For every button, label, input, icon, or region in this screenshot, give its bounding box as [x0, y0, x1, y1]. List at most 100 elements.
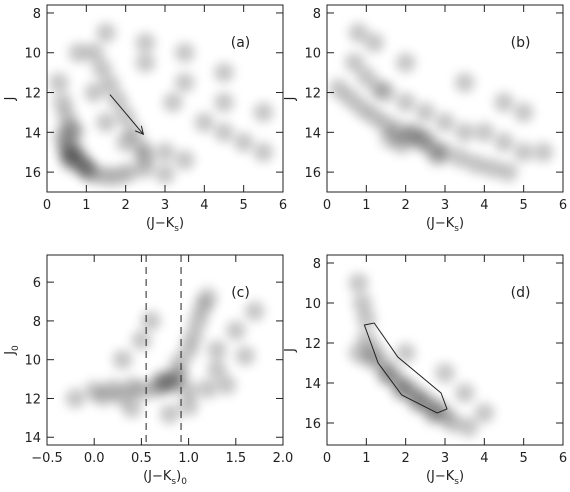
point	[458, 417, 479, 437]
point	[174, 150, 195, 171]
y-tick-label: 16	[304, 166, 321, 181]
point	[364, 32, 385, 53]
x-tick-label: 0	[43, 198, 51, 213]
x-tick-label: 2	[402, 198, 410, 213]
x-axis-label-part: s	[174, 224, 179, 234]
points	[65, 287, 265, 424]
y-tick-label: 14	[24, 126, 41, 141]
y-tick-label: 10	[24, 47, 41, 62]
point	[356, 309, 377, 329]
y-tick-label: 8	[313, 7, 321, 22]
point	[233, 132, 254, 153]
x-tick-label: 1	[362, 198, 370, 213]
y-axis-label-part: 0	[11, 345, 21, 351]
point	[533, 142, 554, 163]
point	[482, 158, 503, 179]
point	[174, 72, 195, 93]
x-tick-label: 6	[279, 198, 287, 213]
x-tick-label: −0.5	[31, 451, 63, 466]
point	[235, 345, 256, 366]
point	[197, 378, 218, 399]
point	[348, 22, 369, 43]
point	[135, 32, 156, 53]
point	[121, 398, 142, 419]
x-axis-label-part: (J−K	[143, 469, 172, 484]
point	[427, 146, 448, 167]
point	[48, 72, 69, 93]
point	[395, 52, 416, 73]
x-tick-label: 3	[441, 198, 449, 213]
x-tick-label: 0	[323, 451, 331, 466]
point	[65, 388, 86, 409]
point	[162, 92, 183, 113]
point	[119, 162, 140, 183]
point	[454, 72, 475, 93]
point	[112, 349, 133, 370]
plot-frame	[46, 254, 284, 446]
y-axis-label-part: J	[3, 351, 18, 356]
y-axis-label-part: J	[3, 97, 18, 102]
point	[450, 148, 471, 169]
point	[93, 386, 114, 407]
y-tick-label: 14	[24, 431, 41, 446]
y-tick-label: 10	[304, 47, 321, 62]
x-axis-label-part: (J−K	[426, 216, 455, 231]
point	[415, 128, 436, 149]
points	[328, 22, 554, 183]
point	[206, 359, 227, 380]
point	[84, 42, 105, 63]
x-tick-label: 3	[441, 451, 449, 466]
x-tick-label: 4	[200, 198, 208, 213]
y-axis-label-part: J	[283, 348, 298, 353]
point	[253, 142, 274, 163]
y-tick-label: 12	[304, 87, 321, 102]
point	[214, 92, 234, 113]
point	[423, 405, 444, 425]
points	[348, 273, 495, 437]
x-tick-label: 5	[520, 198, 528, 213]
point	[96, 22, 116, 43]
point	[96, 112, 116, 133]
x-tick-label: 0.0	[84, 451, 105, 466]
x-tick-label: 1	[362, 451, 370, 466]
point	[68, 42, 89, 63]
point	[183, 326, 204, 347]
y-axis-label: J	[3, 97, 18, 102]
point	[435, 112, 455, 133]
x-axis-label-part: )	[179, 216, 184, 231]
point	[497, 162, 518, 183]
x-axis-label-part: )	[459, 216, 464, 231]
point	[60, 152, 81, 173]
point	[395, 343, 416, 363]
points	[48, 22, 274, 187]
point	[155, 142, 175, 163]
point	[135, 52, 156, 73]
point	[216, 374, 237, 395]
x-tick-label: 6	[559, 198, 567, 213]
x-axis-label-part: s	[171, 477, 176, 487]
x-axis-label: (J−Ks)	[426, 469, 464, 487]
y-tick-label: 12	[304, 337, 321, 352]
point	[442, 413, 463, 433]
y-tick-label: 16	[24, 166, 41, 181]
selection-polygon	[363, 322, 448, 414]
y-axis-label: J	[283, 348, 298, 353]
point	[135, 146, 156, 167]
y-tick-label: 8	[313, 257, 321, 272]
x-tick-label: 5	[520, 451, 528, 466]
point	[225, 320, 246, 341]
point	[115, 106, 136, 127]
point	[244, 301, 265, 322]
y-axis-label-part: J	[283, 97, 298, 102]
point	[474, 403, 495, 423]
x-axis-label-part: )	[459, 469, 464, 484]
x-axis-label-part: 0	[181, 477, 187, 487]
y-tick-label: 10	[24, 354, 41, 369]
point	[60, 118, 81, 139]
y-tick-label: 14	[304, 377, 321, 392]
x-tick-label: 5	[240, 198, 248, 213]
point	[194, 112, 215, 133]
x-tick-label: 0	[323, 198, 331, 213]
y-tick-label: 8	[33, 7, 41, 22]
